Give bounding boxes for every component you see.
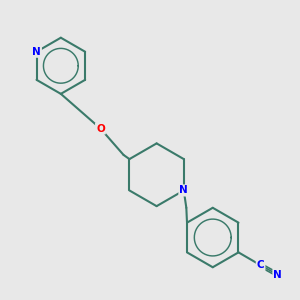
Text: N: N: [273, 270, 282, 280]
Text: N: N: [32, 47, 41, 57]
Text: C: C: [257, 260, 264, 270]
Text: N: N: [179, 185, 188, 196]
Text: O: O: [96, 124, 105, 134]
